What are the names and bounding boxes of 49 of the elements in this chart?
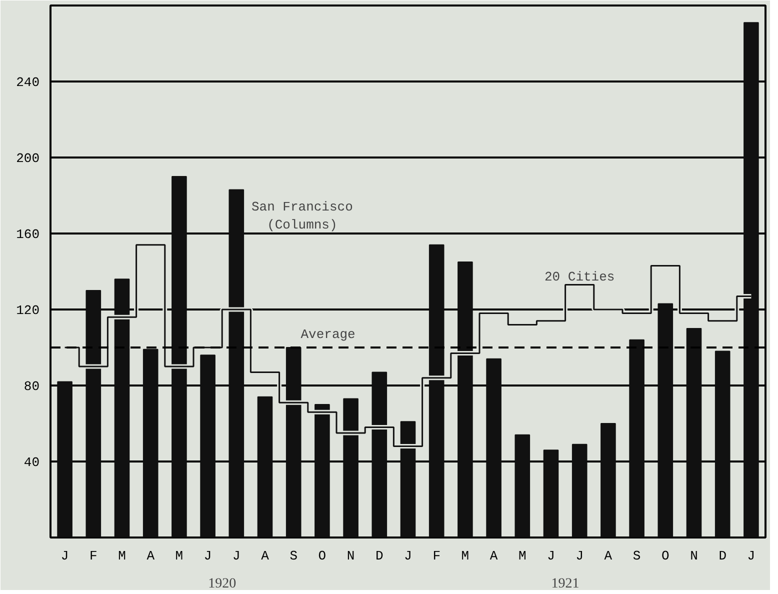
x-tick-label: F [432,548,441,564]
bar [57,381,72,538]
annotation: San Francisco (Columns) [251,199,353,232]
y-tick-label: 200 [16,151,40,166]
x-tick-label: S [290,548,298,564]
x-tick-label: J [404,548,412,564]
x-tick-label: J [547,548,555,564]
x-tick-label: M [175,548,184,564]
x-tick-label: J [747,548,756,564]
bar [600,423,616,538]
bar [714,350,730,538]
bar [543,450,559,538]
bar [142,348,158,538]
x-tick-label: A [490,548,498,564]
x-tick-label: M [118,548,126,564]
y-tick-label: 120 [16,303,40,318]
annotation: 20 Cities [544,270,615,285]
bar [658,303,674,538]
x-tick-label: J [232,548,240,564]
x-tick-label: A [261,548,270,564]
x-tick-label: M [518,548,526,564]
x-tick-label: F [90,548,98,564]
y-tick-label: 40 [24,455,40,470]
x-tick-label: O [662,548,670,564]
y-tick-label: 80 [24,379,40,394]
text: 1920 [208,576,236,592]
x-tick-label: A [604,548,612,564]
x-tick-label: N [690,548,698,564]
x-tick-label: N [346,548,355,564]
bar [572,444,588,538]
x-tick-label: M [461,548,470,564]
bar [686,328,702,538]
y-tick-label: 240 [16,75,40,90]
x-tick-label: J [576,548,584,564]
bar [486,358,502,538]
x-tick-label: D [718,548,727,564]
ref-line-label: Average [300,326,356,342]
x-tick-label: J [60,548,69,564]
x-tick-label: D [376,548,384,564]
x-tick-label: O [318,548,326,564]
x-tick-label: J [204,548,212,564]
text: 1921 [551,576,580,592]
bar [629,339,644,538]
y-tick-label: 160 [16,227,40,242]
bar [514,434,530,538]
x-tick-label: S [632,548,641,564]
bar [257,396,273,538]
x-tick-label: A [146,548,155,564]
bar [200,354,216,538]
